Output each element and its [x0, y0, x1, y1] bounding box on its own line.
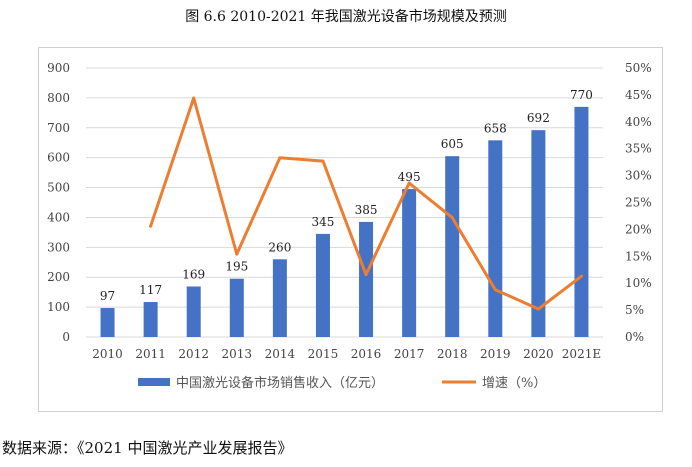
bar — [315, 233, 330, 337]
y-right-tick-label: 20% — [625, 222, 652, 236]
growth-line-point — [321, 159, 325, 163]
bar-data-label: 385 — [355, 203, 378, 217]
x-tick-label: 2016 — [351, 347, 382, 361]
bar-data-label: 605 — [441, 137, 464, 151]
growth-line-point — [235, 252, 239, 256]
y-left-tick-label: 500 — [47, 181, 70, 195]
bar — [100, 308, 115, 337]
bar — [272, 259, 287, 337]
growth-line-point — [536, 307, 540, 311]
bar-data-label: 658 — [484, 121, 507, 135]
y-left-tick-label: 200 — [47, 270, 70, 284]
x-tick-label: 2010 — [92, 347, 123, 361]
bar — [359, 221, 374, 337]
x-tick-label: 2014 — [265, 347, 296, 361]
bar — [229, 278, 244, 337]
bar-data-label: 169 — [182, 267, 205, 281]
bar — [488, 140, 503, 337]
growth-line-point — [579, 274, 583, 278]
growth-line-point — [192, 96, 196, 100]
x-tick-label: 2019 — [480, 347, 511, 361]
y-left-tick-label: 600 — [47, 151, 70, 165]
y-left-tick-label: 400 — [47, 210, 70, 224]
bar-data-label: 195 — [225, 260, 248, 274]
bar-data-label: 260 — [268, 240, 291, 254]
y-right-tick-label: 10% — [625, 276, 652, 290]
bar-data-label: 117 — [139, 283, 162, 297]
x-tick-label: 2018 — [437, 347, 468, 361]
growth-line-point — [407, 181, 411, 185]
y-right-tick-label: 25% — [625, 196, 652, 210]
x-tick-label: 2012 — [178, 347, 209, 361]
bar-data-label: 495 — [398, 170, 421, 184]
y-left-tick-label: 900 — [47, 61, 70, 75]
figure-title: 图 6.6 2010-2021 年我国激光设备市场规模及预测 — [185, 9, 507, 25]
y-right-tick-label: 30% — [625, 169, 652, 183]
y-right-tick-label: 15% — [625, 249, 652, 263]
bar — [574, 106, 589, 337]
y-left-tick-label: 800 — [47, 91, 70, 105]
y-left-tick-label: 100 — [47, 300, 70, 314]
x-tick-label: 2021E — [562, 347, 601, 361]
growth-line-point — [493, 288, 497, 292]
x-tick-label: 2011 — [135, 347, 166, 361]
bar — [531, 130, 546, 337]
bar — [143, 302, 158, 337]
legend-label-line: 增速（%） — [482, 376, 546, 391]
bar-data-label: 345 — [312, 215, 335, 229]
bar-data-label: 97 — [100, 289, 115, 303]
y-right-tick-label: 45% — [625, 88, 652, 102]
source-note: 数据来源：《2021 中国激光产业发展报告》 — [2, 439, 293, 457]
y-right-tick-label: 5% — [625, 303, 644, 317]
bar-data-label: 770 — [570, 88, 593, 102]
bar — [186, 286, 201, 337]
x-tick-label: 2017 — [394, 347, 425, 361]
growth-line-point — [450, 216, 454, 220]
growth-line-point — [364, 273, 368, 277]
chart-frame — [38, 47, 663, 412]
bar — [445, 156, 460, 337]
y-right-tick-label: 40% — [625, 115, 652, 129]
x-tick-label: 2020 — [523, 347, 554, 361]
y-right-tick-label: 0% — [625, 330, 644, 344]
growth-line-point — [149, 224, 153, 228]
y-right-tick-label: 35% — [625, 142, 652, 156]
legend-swatch-bar — [138, 378, 170, 386]
y-left-tick-label: 300 — [47, 240, 70, 254]
bar-data-label: 692 — [527, 111, 550, 125]
growth-line-point — [278, 156, 282, 160]
bar — [402, 189, 417, 337]
x-tick-label: 2013 — [222, 347, 253, 361]
x-tick-label: 2015 — [308, 347, 339, 361]
y-left-tick-label: 700 — [47, 121, 70, 135]
legend-label-bar: 中国激光设备市场销售收入（亿元） — [176, 375, 384, 391]
y-right-tick-label: 50% — [625, 61, 652, 75]
y-left-tick-label: 0 — [62, 330, 70, 344]
